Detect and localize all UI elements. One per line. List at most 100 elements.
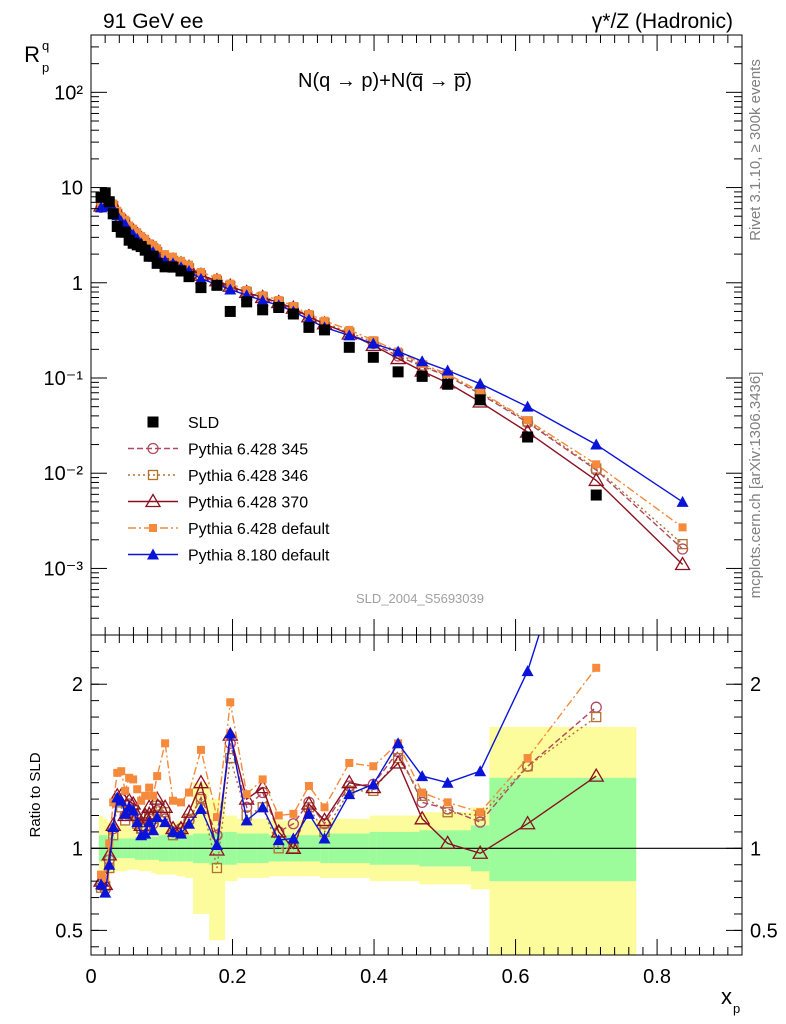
ratio-point-pythia-6-428-default: [137, 796, 146, 805]
point-sld: [442, 378, 454, 390]
ratio-y-tick-label: 2: [72, 674, 83, 696]
ratio-point-pythia-6-428-default: [133, 785, 142, 794]
legend-marker: [147, 548, 159, 560]
ratio-point-pythia-6-428-default: [185, 788, 194, 797]
point-sld: [343, 341, 355, 353]
y-tick-label: 1: [72, 273, 83, 295]
y-tick-label: 10²: [54, 82, 83, 104]
point-pythia-6-428-default: [169, 252, 178, 261]
ratio-point-pythia-8-180-default: [143, 816, 156, 828]
ratio-point-pythia-8-180-default: [99, 886, 112, 898]
ratio-point-pythia-6-428-370: [414, 810, 431, 825]
ratio-y-tick-label-right: 2: [750, 674, 761, 696]
ratio-point-pythia-6-428-346: [442, 807, 453, 818]
ratio-point-pythia-6-428-346: [591, 711, 602, 723]
point-sld: [99, 187, 111, 199]
ratio-point-pythia-8-180-default: [127, 804, 140, 816]
y-tick-label: 10⁻²: [44, 463, 84, 485]
point-sld: [183, 271, 195, 283]
analysis-watermark: SLD_2004_S5693039: [356, 591, 484, 606]
ratio-point-pythia-8-180-default: [183, 817, 196, 829]
legend-marker: [147, 469, 159, 481]
x-tick-label: 0.4: [360, 966, 388, 988]
ratio-point-pythia-6-428-default: [161, 739, 170, 748]
ratio-point-pythia-6-428-345: [416, 796, 428, 809]
point-pythia-8-180-default: [194, 272, 207, 284]
point-sld: [522, 431, 534, 443]
point-pythia-6-428-default: [153, 244, 162, 253]
ratio-point-pythia-8-180-default: [441, 776, 454, 788]
rivet-label: Rivet 3.1.10, ≥ 300k events: [747, 59, 764, 241]
point-pythia-8-180-default: [521, 400, 534, 412]
ratio-point-pythia-6-428-default: [129, 775, 138, 784]
point-pythia-6-428-default: [476, 387, 485, 396]
point-sld: [367, 351, 379, 363]
legend-marker: [147, 442, 159, 455]
point-sld: [147, 250, 159, 262]
ratio-y-tick-label-right: 1: [750, 838, 761, 860]
ratio-uncertainty-bands: [91, 726, 742, 955]
ratio-y-tick-label: 1: [72, 838, 83, 860]
x-label-x: x: [721, 984, 732, 1009]
header-right: γ*/Z (Hadronic): [592, 10, 733, 33]
point-pythia-8-180-default: [590, 438, 603, 450]
ratio-point-pythia-6-428-default: [304, 781, 313, 790]
point-sld: [103, 196, 115, 208]
ratio-point-pythia-6-428-default: [105, 839, 114, 848]
ratio-point-pythia-6-428-default: [149, 791, 158, 800]
legend-item-pythia-6-428-370: Pythia 6.428 370: [128, 493, 308, 512]
legend-label: Pythia 6.428 346: [188, 468, 308, 485]
point-sld: [287, 308, 299, 320]
ratio-plot-axes: 0.5 0.5 1 1 2 2 0 0.2 0.4 0.6 0.8: [55, 635, 778, 988]
ratio-point-pythia-6-428-370: [180, 803, 198, 818]
point-sld: [139, 244, 151, 256]
point-pythia-6-428-370: [389, 350, 407, 365]
x-tick-label: 0.2: [219, 966, 247, 988]
ratio-point-pythia-8-180-default: [318, 832, 331, 844]
ratio-point-pythia-6-428-default: [258, 775, 267, 784]
legend-marker: [144, 493, 162, 508]
point-pythia-6-428-370: [588, 472, 605, 487]
point-pythia-8-180-default: [474, 377, 487, 389]
ratio-point-pythia-8-180-default: [521, 665, 534, 677]
ratio-point-pythia-8-180-default: [416, 770, 429, 782]
ratio-point-pythia-6-428-default: [153, 772, 162, 781]
y-tick-label: 10⁻¹: [44, 368, 84, 390]
ratio-point-pythia-6-428-346: [211, 862, 223, 874]
ratio-point-pythia-6-428-default: [592, 663, 601, 672]
ratio-point-pythia-6-428-default: [274, 811, 283, 820]
point-sld: [303, 321, 315, 333]
ratio-point-pythia-8-180-default: [343, 788, 356, 800]
point-pythia-8-180-default: [224, 283, 237, 295]
ratio-point-pythia-8-180-default: [151, 811, 164, 823]
y-label-R: R: [24, 42, 40, 67]
ratio-point-pythia-6-428-370: [472, 844, 489, 859]
ratio-point-pythia-6-428-default: [289, 809, 298, 818]
ratio-plot-frame: [90, 634, 743, 956]
ratio-point-pythia-6-428-default: [320, 803, 329, 812]
ratio-point-pythia-6-428-370: [156, 799, 174, 813]
ratio-point-pythia-6-428-345: [241, 801, 253, 813]
ratio-plot-marks: [92, 635, 605, 898]
ratio-point-pythia-6-428-default: [369, 762, 378, 771]
ratio-point-pythia-8-180-default: [103, 858, 116, 870]
ratio-point-pythia-8-180-default: [159, 816, 172, 828]
legend-marker: [147, 416, 159, 428]
header-left: 91 GeV ee: [103, 10, 203, 33]
y-label-sub-p: p: [42, 60, 49, 75]
ratio-point-pythia-6-428-370: [389, 754, 407, 769]
point-pythia-8-180-default: [367, 337, 380, 349]
y-tick-label: 10⁻³: [44, 558, 84, 580]
point-sld: [224, 305, 236, 317]
point-sld: [119, 226, 131, 238]
main-plot: 10² 10 1 10⁻¹ 10⁻² 10⁻³ N(q → p)+N(q̅ → p̅) S…: [24, 34, 743, 636]
legend-label: Pythia 6.428 default: [188, 521, 330, 538]
ratio-y-tick-label-right: 0.5: [750, 920, 778, 942]
point-sld: [211, 279, 223, 291]
point-pythia-6-428-default: [212, 274, 221, 283]
ratio-point-pythia-6-428-default: [177, 798, 186, 807]
ratio-point-pythia-6-428-370: [254, 779, 271, 794]
legend-item-pythia-6-428-346: Pythia 6.428 346: [128, 468, 308, 485]
point-pythia-6-428-346: [677, 538, 688, 550]
